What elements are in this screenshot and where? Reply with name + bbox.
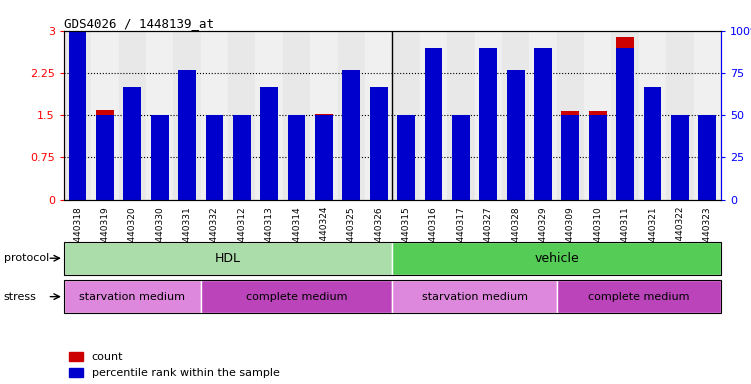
Bar — [173, 31, 201, 200]
Bar — [68, 0, 86, 200]
Text: starvation medium: starvation medium — [80, 291, 185, 302]
Bar — [397, 120, 415, 200]
Bar — [369, 116, 388, 200]
Bar — [91, 31, 119, 200]
Text: HDL: HDL — [215, 252, 241, 265]
Bar — [562, 111, 579, 200]
Bar — [507, 108, 524, 200]
Bar — [392, 280, 556, 313]
Bar — [64, 31, 91, 200]
Bar — [64, 280, 201, 313]
Bar — [617, 48, 634, 200]
Bar — [534, 48, 552, 200]
Bar — [315, 115, 333, 200]
Bar — [698, 131, 716, 200]
Bar — [639, 31, 666, 200]
Bar — [556, 280, 721, 313]
Bar — [64, 242, 392, 275]
Bar — [201, 31, 228, 200]
Bar — [123, 87, 141, 200]
Bar — [452, 115, 469, 200]
Bar — [365, 31, 392, 200]
Text: complete medium: complete medium — [246, 291, 347, 302]
Bar — [392, 31, 420, 200]
Bar — [233, 124, 251, 200]
Bar — [392, 242, 721, 275]
Bar — [671, 122, 689, 200]
Bar — [420, 31, 447, 200]
Bar — [589, 115, 607, 200]
Bar — [288, 150, 306, 200]
Bar — [123, 116, 141, 200]
Bar — [338, 31, 365, 200]
Bar — [644, 87, 662, 200]
Bar — [529, 31, 556, 200]
Bar — [644, 108, 662, 200]
Bar — [315, 114, 333, 200]
Bar — [342, 150, 360, 200]
Bar — [502, 31, 529, 200]
Bar — [584, 31, 611, 200]
Bar — [447, 31, 475, 200]
Bar — [146, 31, 173, 200]
Bar — [507, 70, 524, 200]
Bar — [68, 69, 86, 200]
Bar — [178, 70, 196, 200]
Bar — [283, 31, 310, 200]
Bar — [562, 115, 579, 200]
Bar — [206, 120, 223, 200]
Bar — [201, 280, 392, 313]
Bar — [178, 107, 196, 200]
Legend: count, percentile rank within the sample: count, percentile rank within the sample — [69, 352, 279, 379]
Bar — [617, 38, 634, 200]
Text: protocol: protocol — [4, 253, 49, 263]
Bar — [151, 156, 168, 200]
Text: starvation medium: starvation medium — [421, 291, 527, 302]
Bar — [397, 115, 415, 200]
Text: GDS4026 / 1448139_at: GDS4026 / 1448139_at — [64, 17, 214, 30]
Text: vehicle: vehicle — [534, 252, 579, 265]
Bar — [556, 31, 584, 200]
Bar — [151, 115, 168, 200]
Bar — [671, 115, 689, 200]
Bar — [475, 31, 502, 200]
Bar — [342, 70, 360, 200]
Bar — [261, 141, 278, 200]
Bar — [479, 108, 497, 200]
Bar — [96, 115, 114, 200]
Bar — [96, 109, 114, 200]
Bar — [119, 31, 146, 200]
Bar — [424, 48, 442, 200]
Bar — [698, 115, 716, 200]
Bar — [228, 31, 255, 200]
Bar — [369, 87, 388, 200]
Bar — [310, 31, 338, 200]
Bar — [261, 87, 278, 200]
Text: stress: stress — [4, 291, 37, 302]
Bar — [534, 118, 552, 200]
Bar — [255, 31, 283, 200]
Bar — [452, 119, 469, 200]
Bar — [479, 48, 497, 200]
Bar — [206, 115, 223, 200]
Bar — [666, 31, 694, 200]
Text: complete medium: complete medium — [588, 291, 689, 302]
Bar — [589, 111, 607, 200]
Bar — [233, 115, 251, 200]
Bar — [424, 78, 442, 200]
Bar — [288, 115, 306, 200]
Bar — [694, 31, 721, 200]
Bar — [611, 31, 639, 200]
